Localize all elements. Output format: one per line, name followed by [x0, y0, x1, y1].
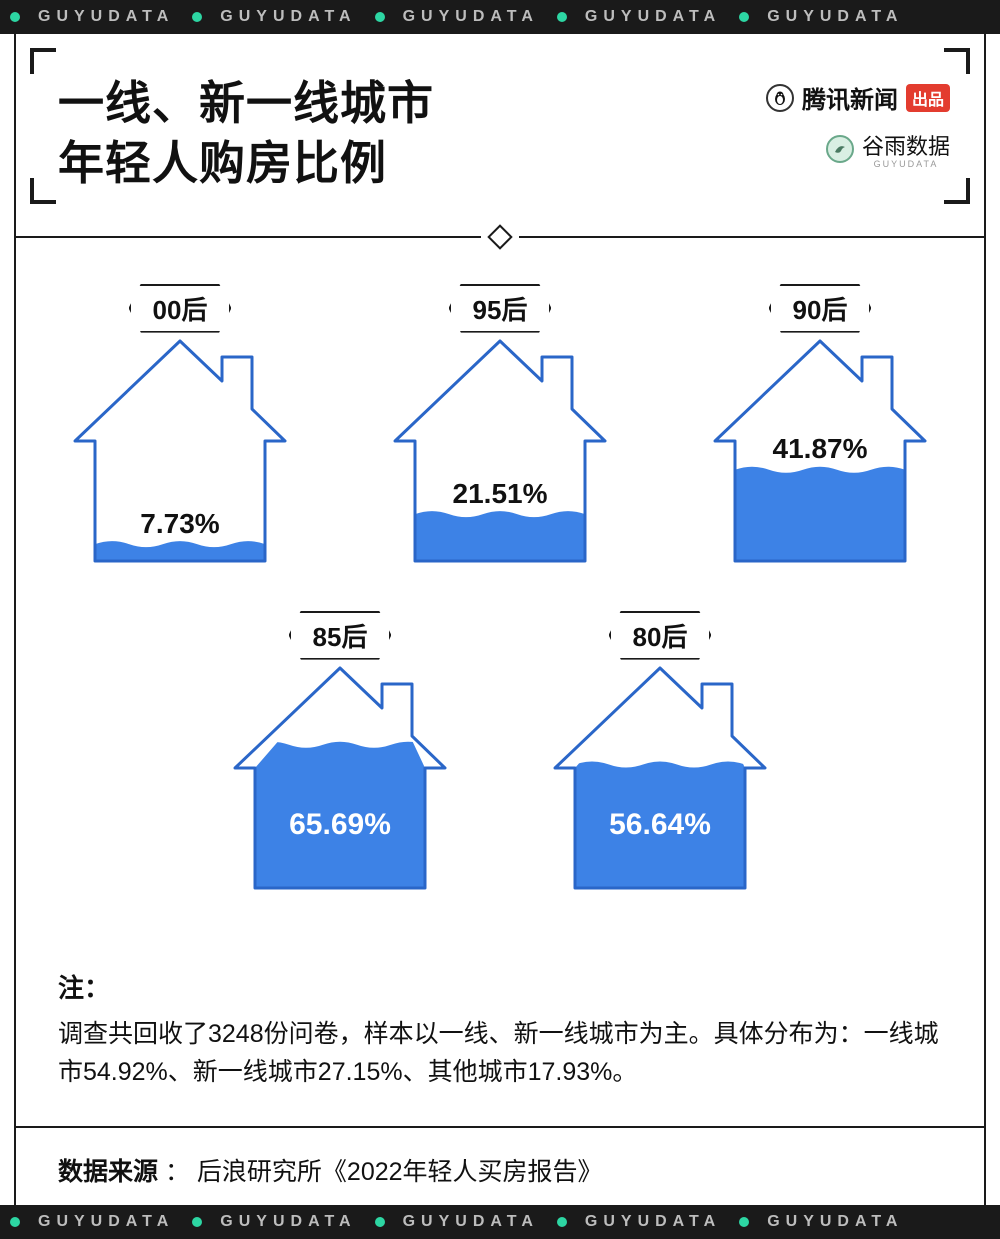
bottom-marquee: GUYUDATA GUYUDATA GUYUDATA GUYUDATA GUYUDATA: [0, 1205, 1000, 1239]
marquee-word: GUYUDATA: [403, 1213, 539, 1231]
title-line-2: 年轻人购房比例: [58, 134, 434, 194]
logo-tencent: 腾讯新闻 出品: [766, 80, 950, 115]
percent-label-dark: 7.73%: [60, 508, 300, 540]
header: 一线、新一线城市 年轻人购房比例 腾讯新闻 出品 谷雨数据 GUYUDATA: [0, 34, 1000, 222]
marquee-word: GUYUDATA: [38, 8, 174, 26]
marquee-dot-icon: [10, 1217, 20, 1227]
age-group-tag: 90后: [769, 284, 872, 333]
logo-guyu: 谷雨数据 GUYUDATA: [826, 129, 950, 169]
logo-block: 腾讯新闻 出品 谷雨数据 GUYUDATA: [766, 74, 950, 194]
age-group-tag: 85后: [289, 611, 392, 660]
marquee-dot-icon: [739, 1217, 749, 1227]
footnote-body: 调查共回收了3248份问卷，样本以一线、新一线城市为主。具体分布为：一线城市54…: [58, 1015, 942, 1093]
marquee-word: GUYUDATA: [403, 8, 539, 26]
percent-label-light: 65.69%: [220, 808, 460, 842]
top-marquee-inner: GUYUDATA GUYUDATA GUYUDATA GUYUDATA GUYUDATA: [0, 8, 903, 26]
marquee-dot-icon: [10, 12, 20, 22]
logo-guyu-text: 谷雨数据: [862, 129, 950, 161]
house-icon: 56.64%: [540, 658, 780, 898]
title-divider: [16, 222, 984, 252]
house-icon: 41.87%: [700, 331, 940, 571]
marquee-word: GUYUDATA: [220, 8, 356, 26]
house-icon: 65.69%: [220, 658, 460, 898]
logo-tencent-badge: 出品: [906, 84, 950, 112]
chart-row: 00后 7.73%95后 21.51%90后 41.87%: [40, 284, 960, 571]
marquee-word: GUYUDATA: [585, 8, 721, 26]
marquee-dot-icon: [192, 12, 202, 22]
source-label: 数据来源: [58, 1158, 158, 1186]
age-group-tag: 95后: [449, 284, 552, 333]
age-group-tag: 80后: [609, 611, 712, 660]
marquee-word: GUYUDATA: [767, 8, 903, 26]
marquee-dot-icon: [739, 12, 749, 22]
percent-label-light: 56.64%: [540, 808, 780, 842]
footnote-head: 注：: [58, 968, 942, 1005]
title-line-1: 一线、新一线城市: [58, 74, 434, 134]
marquee-dot-icon: [192, 1217, 202, 1227]
marquee-dot-icon: [375, 12, 385, 22]
house-chart: 00后 7.73%95后 21.51%90后 41.87%85后 65.: [0, 264, 1000, 898]
logo-tencent-text: 腾讯新闻: [802, 80, 898, 115]
percent-label-dark: 21.51%: [380, 478, 620, 510]
page-title: 一线、新一线城市 年轻人购房比例: [58, 74, 434, 194]
age-group-tag: 00后: [129, 284, 232, 333]
top-marquee: GUYUDATA GUYUDATA GUYUDATA GUYUDATA GUYUDATA: [0, 0, 1000, 34]
source-sep: ：: [158, 1158, 197, 1186]
chart-cell: 00后 7.73%: [50, 284, 310, 571]
marquee-dot-icon: [557, 1217, 567, 1227]
percent-label-dark: 41.87%: [700, 433, 940, 465]
diamond-icon: [487, 224, 512, 249]
chart-cell: 95后 21.51%: [370, 284, 630, 571]
chart-cell: 80后 56.64%: [530, 611, 790, 898]
logo-guyu-sub: GUYUDATA: [874, 159, 939, 169]
marquee-dot-icon: [557, 12, 567, 22]
chart-cell: 85后 65.69%: [210, 611, 470, 898]
marquee-word: GUYUDATA: [585, 1213, 721, 1231]
marquee-dot-icon: [375, 1217, 385, 1227]
footnote: 注： 调查共回收了3248份问卷，样本以一线、新一线城市为主。具体分布为：一线城…: [0, 938, 1000, 1093]
infographic-page: GUYUDATAGUYUDATAGUYUDATAGUYUDATAGUYUDATA…: [0, 0, 1000, 1239]
chart-cell: 90后 41.87%: [690, 284, 950, 571]
marquee-word: GUYUDATA: [220, 1213, 356, 1231]
bottom-marquee-inner: GUYUDATA GUYUDATA GUYUDATA GUYUDATA GUYUDATA: [0, 1213, 903, 1231]
marquee-word: GUYUDATA: [767, 1213, 903, 1231]
penguin-icon: [766, 84, 794, 112]
bird-icon: [826, 135, 854, 163]
source-text: 后浪研究所《2022年轻人买房报告》: [197, 1158, 603, 1186]
house-icon: 7.73%: [60, 331, 300, 571]
chart-row: 85后 65.69%80后 56.64%: [40, 611, 960, 898]
bottom-rule: [16, 1126, 984, 1128]
marquee-word: GUYUDATA: [38, 1213, 174, 1231]
house-icon: 21.51%: [380, 331, 620, 571]
